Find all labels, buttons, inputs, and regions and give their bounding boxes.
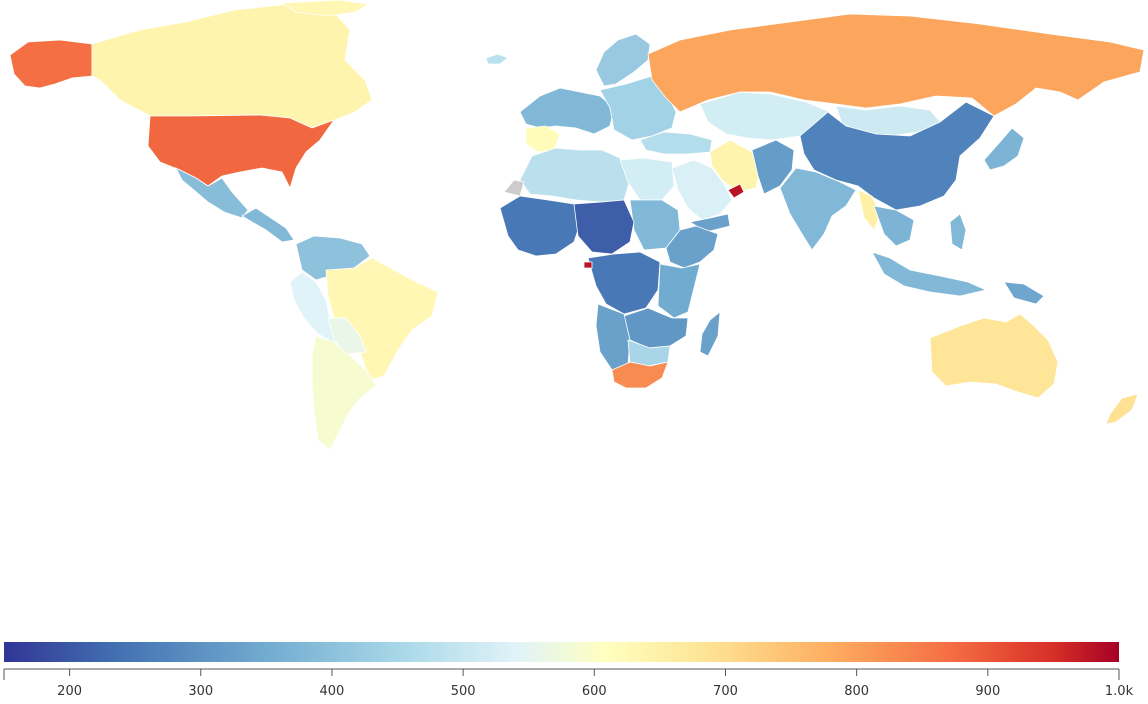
color-scale-bar [4,642,1119,662]
region-equatorial-guinea[interactable] [583,261,593,269]
region-western-sahara[interactable] [503,179,525,197]
scale-tick-label: 500 [451,684,476,699]
scale-ticks: 200 300 400 500 600 700 800 900 1.0k [3,669,1134,699]
scale-tick-label: 700 [713,684,738,699]
region-australia[interactable] [929,313,1059,399]
region-canada[interactable] [91,3,373,129]
region-south-africa[interactable] [611,361,669,389]
scale-tick-label: 300 [188,684,213,699]
scale-tick-label: 900 [975,684,1000,699]
region-bolivia[interactable] [327,317,367,355]
region-eastern-europe[interactable] [599,75,677,141]
scale-tick-label: 800 [844,684,869,699]
scale-tick-label: 400 [320,684,345,699]
scale-tick-label: 1.0k [1105,684,1134,699]
region-central-america[interactable] [241,207,295,243]
region-indonesia[interactable] [871,251,988,297]
region-china[interactable] [799,101,995,211]
region-libya-egypt[interactable] [619,157,675,201]
region-japan-korea[interactable] [983,127,1025,171]
region-ethiopia-horn[interactable] [665,225,719,269]
region-west-africa[interactable] [499,195,581,257]
region-greenland[interactable] [280,0,370,17]
scale-tick-label: 200 [57,684,82,699]
region-argentina-chile[interactable] [311,335,377,451]
region-southeast-asia[interactable] [873,205,915,247]
region-png[interactable] [1003,281,1045,305]
region-iceland[interactable] [485,53,509,65]
region-usa[interactable] [147,114,336,190]
region-saudi-arabia[interactable] [671,159,733,221]
region-iran[interactable] [709,139,761,193]
region-new-zealand[interactable] [1105,393,1139,425]
region-philippines[interactable] [949,213,967,251]
region-afghanistan-pakistan[interactable] [751,139,795,195]
region-chad-niger[interactable] [573,199,635,255]
color-scale-legend: 200 300 400 500 600 700 800 900 1.0k [3,642,1134,699]
region-colombia-venezuela[interactable] [295,235,371,281]
region-alaska[interactable] [9,39,93,89]
region-north-africa-west[interactable] [519,147,631,203]
region-myanmar[interactable] [857,189,881,231]
region-india[interactable] [779,167,857,251]
region-central-africa[interactable] [587,251,661,315]
region-scandinavia[interactable] [595,33,651,87]
region-madagascar[interactable] [699,311,721,357]
region-uae[interactable] [727,183,745,199]
country-shapes [9,0,1145,451]
region-east-africa[interactable] [657,263,701,319]
scale-tick-label: 600 [582,684,607,699]
